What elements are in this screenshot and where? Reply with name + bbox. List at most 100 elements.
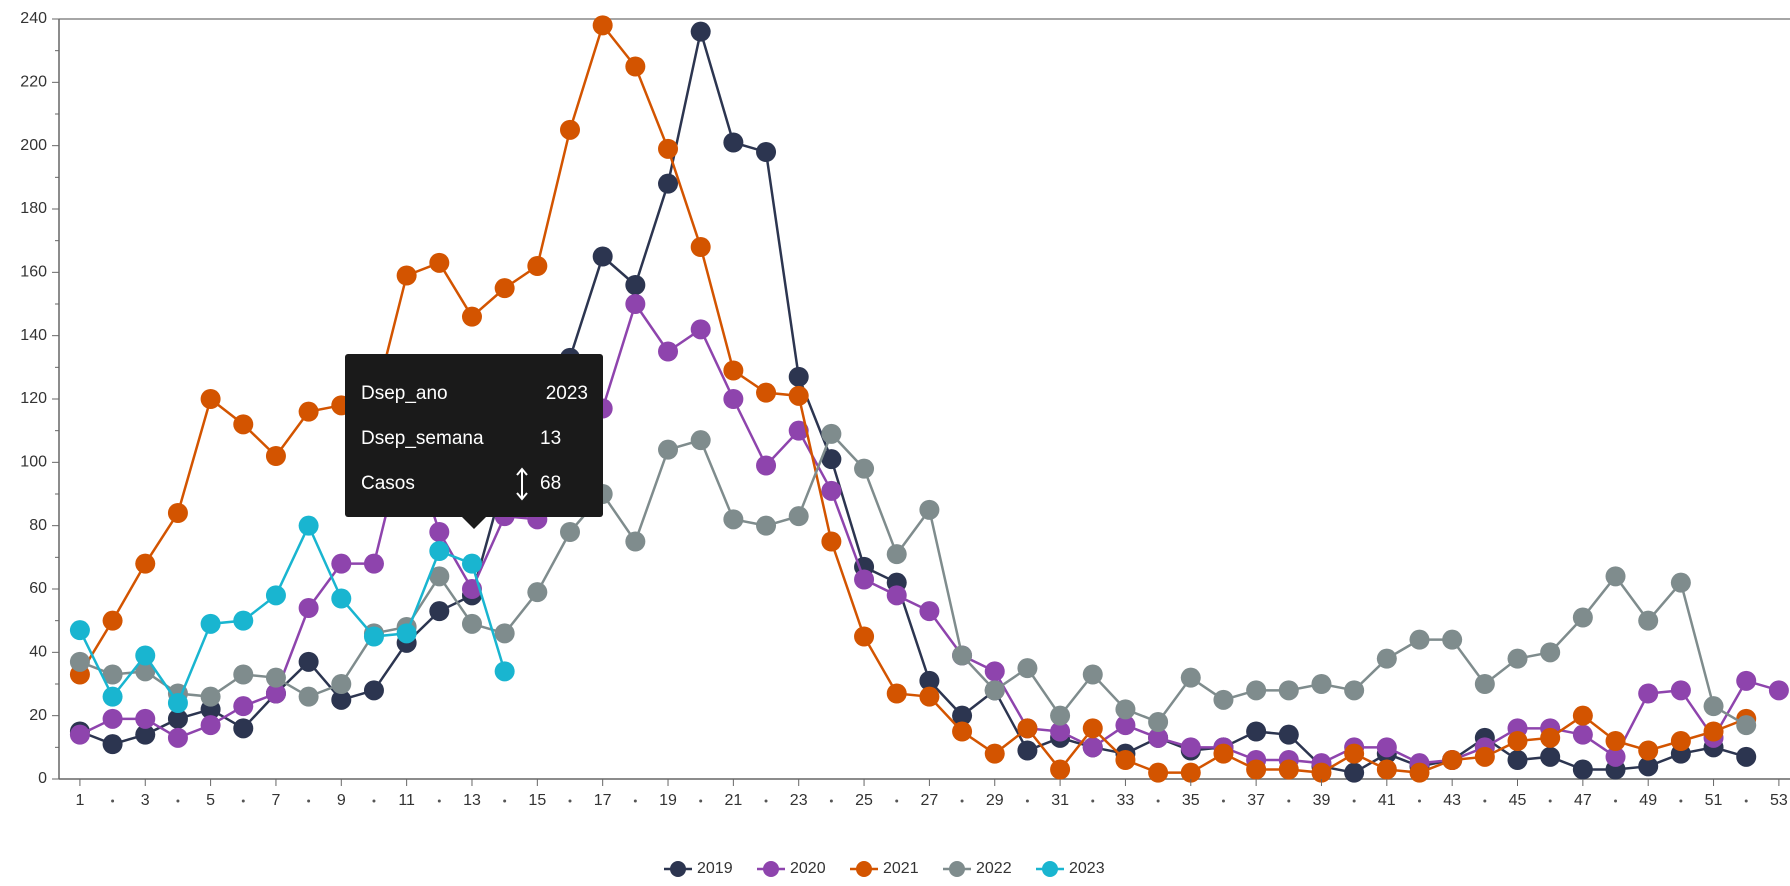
data-point <box>1638 610 1659 631</box>
data-point <box>135 661 156 682</box>
data-point <box>1246 721 1267 742</box>
data-point <box>723 509 744 530</box>
y-tick-label: 120 <box>20 390 47 407</box>
x-tick-label: 35 <box>1182 792 1200 809</box>
x-tick-label: 15 <box>528 792 546 809</box>
data-point <box>821 480 842 501</box>
data-point <box>723 132 744 153</box>
data-point <box>1703 696 1724 717</box>
x-tick-label: 47 <box>1574 792 1592 809</box>
x-minor-dot <box>437 799 441 803</box>
x-tick-label: 7 <box>271 792 280 809</box>
x-tick-label: 25 <box>855 792 873 809</box>
x-minor-dot <box>764 799 768 803</box>
data-point <box>527 256 548 276</box>
x-tick-label: 49 <box>1639 792 1657 809</box>
x-minor-dot <box>1091 799 1095 803</box>
x-tick-label: 29 <box>986 792 1004 809</box>
tooltip-box <box>345 354 603 517</box>
data-point <box>1082 718 1103 739</box>
data-point <box>69 724 90 745</box>
x-minor-dot <box>568 799 572 803</box>
data-point <box>396 623 417 644</box>
data-point <box>919 601 940 622</box>
data-point <box>1442 750 1463 770</box>
y-tick-label: 40 <box>29 644 47 661</box>
data-point <box>429 252 450 273</box>
y-tick-label: 20 <box>29 707 47 724</box>
data-point <box>461 613 482 634</box>
x-minor-dot <box>1614 799 1618 803</box>
legend-label: 2023 <box>1069 860 1105 877</box>
data-point <box>1148 762 1169 783</box>
x-minor-dot <box>1352 799 1356 803</box>
data-point <box>1474 746 1495 767</box>
data-point <box>135 553 156 574</box>
x-minor-dot <box>307 799 311 803</box>
data-point <box>788 385 809 406</box>
data-point <box>788 420 809 441</box>
data-point <box>494 278 515 299</box>
data-point <box>298 651 319 672</box>
data-point <box>1572 607 1593 628</box>
y-tick-label: 0 <box>38 770 47 787</box>
data-point <box>690 319 711 340</box>
data-point <box>854 569 875 590</box>
data-point <box>1507 731 1528 751</box>
data-point <box>135 645 156 666</box>
data-point <box>1507 648 1528 669</box>
data-point <box>1050 759 1071 780</box>
data-point <box>984 680 1005 701</box>
data-point <box>1507 750 1528 770</box>
x-tick-label: 39 <box>1313 792 1331 809</box>
data-point <box>167 693 188 713</box>
data-point <box>1540 746 1561 767</box>
data-point <box>1278 680 1299 701</box>
data-point <box>233 718 254 739</box>
y-tick-label: 240 <box>20 10 47 27</box>
data-point <box>1017 718 1038 739</box>
data-point <box>919 670 940 691</box>
data-point <box>788 366 809 387</box>
data-point <box>625 294 646 314</box>
x-minor-dot <box>1156 799 1160 803</box>
x-minor-dot <box>1221 799 1225 803</box>
x-tick-label: 51 <box>1705 792 1723 809</box>
data-point <box>331 588 352 609</box>
x-minor-dot <box>1679 799 1683 803</box>
data-point <box>1344 743 1365 764</box>
data-point <box>200 389 221 409</box>
plot <box>69 15 1789 783</box>
x-tick-label: 13 <box>463 792 481 809</box>
x-tick-label: 23 <box>790 792 808 809</box>
data-point <box>1638 756 1659 777</box>
data-point <box>135 724 156 745</box>
data-point <box>69 651 90 672</box>
x-tick-label: 3 <box>141 792 150 809</box>
x-minor-dot <box>1744 799 1748 803</box>
data-point <box>200 686 221 707</box>
y-tick-label: 60 <box>29 580 47 597</box>
y-tick-label: 220 <box>20 74 47 91</box>
data-point <box>723 389 744 409</box>
x-minor-dot <box>633 799 637 803</box>
tooltip-key: Dsep_semana <box>361 428 484 449</box>
data-point <box>886 544 907 565</box>
data-point <box>756 515 777 536</box>
x-tick-label: 43 <box>1443 792 1461 809</box>
legend-marker <box>1042 861 1058 877</box>
data-point <box>265 667 286 688</box>
x-minor-dot <box>960 799 964 803</box>
data-point <box>1670 680 1691 701</box>
data-point <box>658 439 679 460</box>
y-tick-label: 140 <box>20 327 47 344</box>
data-point <box>1605 731 1626 751</box>
x-tick-label: 37 <box>1247 792 1265 809</box>
data-point <box>363 553 384 574</box>
data-point <box>331 553 352 574</box>
data-point <box>1409 762 1430 783</box>
series <box>69 15 1757 783</box>
tooltip: Dsep_ano 2023 Dsep_semana 13 Casos 68 <box>345 354 603 529</box>
data-point <box>1050 721 1071 742</box>
